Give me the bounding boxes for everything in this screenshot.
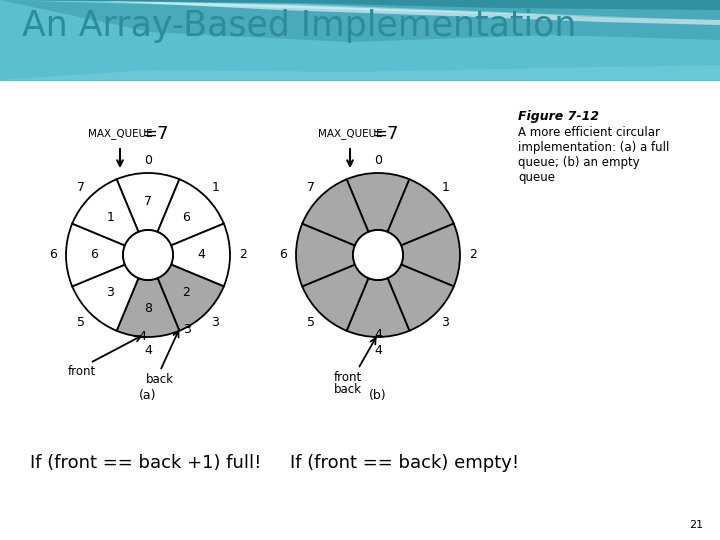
Text: A more efficient circular: A more efficient circular — [518, 126, 660, 139]
Text: 3: 3 — [211, 316, 219, 329]
Text: Figure 7-12: Figure 7-12 — [518, 110, 599, 123]
Text: If (front == back) empty!: If (front == back) empty! — [290, 454, 519, 472]
Wedge shape — [158, 265, 224, 331]
Wedge shape — [346, 173, 410, 232]
Text: front: front — [68, 365, 96, 378]
Text: 4: 4 — [374, 328, 382, 341]
Text: 4: 4 — [197, 248, 205, 261]
Text: MAX_QUEUE: MAX_QUEUE — [88, 128, 153, 139]
Text: front: front — [334, 371, 362, 384]
Text: 4: 4 — [138, 330, 146, 343]
Text: 3: 3 — [441, 316, 449, 329]
Text: (b): (b) — [369, 389, 387, 402]
Text: 6: 6 — [279, 248, 287, 261]
Wedge shape — [296, 224, 355, 286]
Text: (a): (a) — [139, 389, 157, 402]
Text: 1: 1 — [441, 181, 449, 194]
Text: 2: 2 — [469, 248, 477, 261]
Text: 4: 4 — [144, 343, 152, 356]
Wedge shape — [302, 179, 369, 246]
Wedge shape — [117, 278, 179, 337]
PathPatch shape — [0, 65, 720, 80]
Text: back: back — [334, 383, 362, 396]
Wedge shape — [387, 265, 454, 331]
Text: implementation: (a) a full: implementation: (a) a full — [518, 141, 670, 154]
Text: 6: 6 — [49, 248, 57, 261]
Wedge shape — [171, 224, 230, 286]
Text: An Array-Based Implementation: An Array-Based Implementation — [22, 9, 577, 43]
Wedge shape — [401, 224, 460, 286]
Text: 1: 1 — [107, 211, 114, 224]
Text: back: back — [146, 373, 174, 386]
Text: 7: 7 — [307, 181, 315, 194]
Wedge shape — [302, 265, 369, 331]
Text: 3: 3 — [184, 323, 191, 336]
Bar — [0, 0, 720, 80]
Text: 7: 7 — [144, 195, 152, 208]
PathPatch shape — [0, 0, 720, 20]
Text: 0: 0 — [144, 153, 152, 166]
Text: queue; (b) an empty: queue; (b) an empty — [518, 156, 640, 169]
Text: 2: 2 — [239, 248, 247, 261]
Wedge shape — [66, 224, 125, 286]
Text: 6: 6 — [182, 211, 190, 224]
PathPatch shape — [80, 0, 720, 25]
PathPatch shape — [0, 0, 720, 10]
Wedge shape — [117, 173, 179, 232]
Text: queue: queue — [518, 171, 555, 184]
Text: =7: =7 — [372, 125, 398, 143]
Text: MAX_QUEUE: MAX_QUEUE — [318, 128, 382, 139]
Wedge shape — [72, 265, 138, 331]
Text: 5: 5 — [307, 316, 315, 329]
Text: 3: 3 — [107, 286, 114, 299]
Text: 6: 6 — [91, 248, 99, 261]
Text: If (front == back +1) full!: If (front == back +1) full! — [30, 454, 261, 472]
Text: 7: 7 — [77, 181, 85, 194]
Text: 4: 4 — [374, 343, 382, 356]
Text: 5: 5 — [77, 316, 85, 329]
Text: 2: 2 — [182, 286, 190, 299]
Circle shape — [353, 230, 403, 280]
Text: 21: 21 — [689, 520, 703, 530]
Text: 1: 1 — [211, 181, 219, 194]
PathPatch shape — [0, 0, 720, 42]
Circle shape — [123, 230, 173, 280]
Wedge shape — [72, 179, 138, 246]
Text: 0: 0 — [374, 153, 382, 166]
Text: 8: 8 — [144, 302, 152, 315]
Wedge shape — [158, 179, 224, 246]
Wedge shape — [387, 179, 454, 246]
Wedge shape — [346, 278, 410, 337]
Text: =7: =7 — [142, 125, 168, 143]
